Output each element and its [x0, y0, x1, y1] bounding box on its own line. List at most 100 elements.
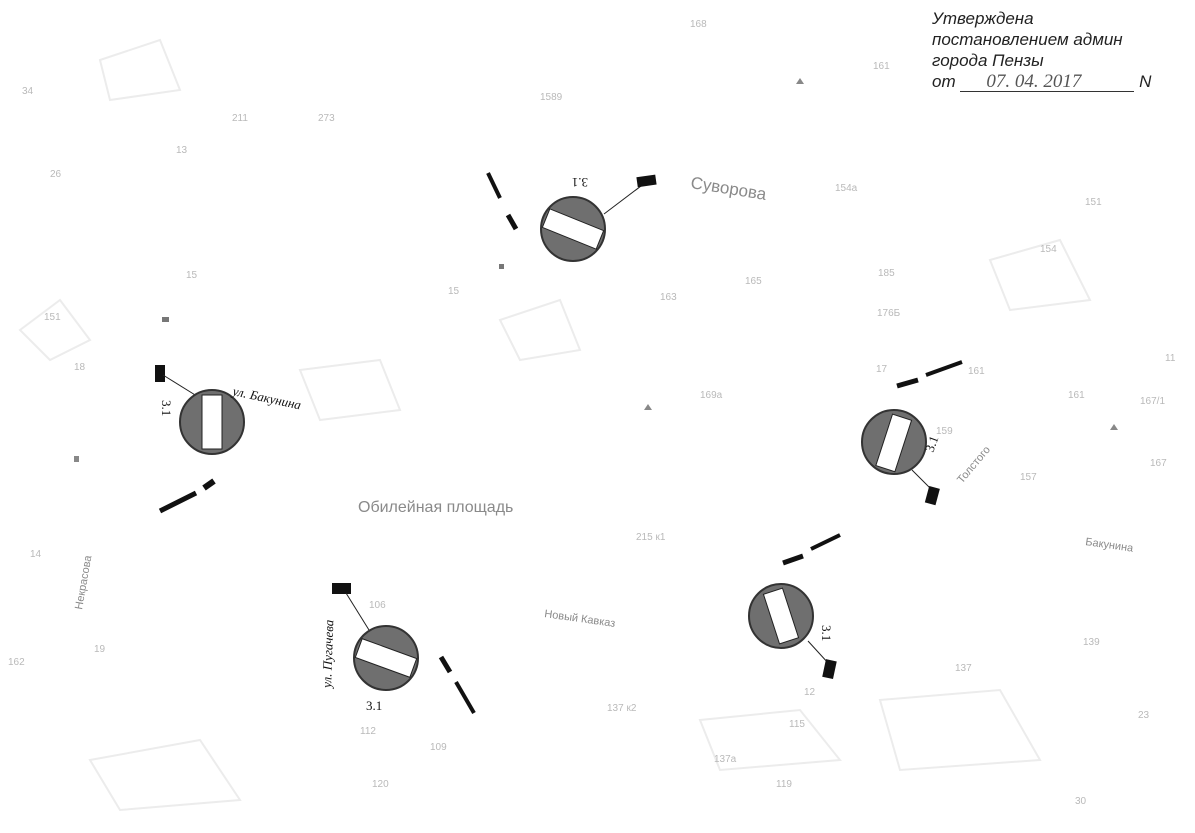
- house-number: 167/1: [1140, 396, 1165, 407]
- house-number: 1589: [540, 92, 563, 103]
- house-number: 161: [1068, 390, 1085, 401]
- church-icon: [796, 78, 804, 84]
- header-date: 07. 04. 2017: [960, 72, 1135, 92]
- traffic-direction-marker: [158, 490, 198, 514]
- header-decree: постановлением админ: [932, 30, 1123, 49]
- street-label-tolstogo: Толстого: [955, 444, 993, 486]
- house-number-labels: 168 161 34 1589 211 273 13 26 154а 151 1…: [8, 19, 1176, 807]
- church-icon: [1110, 424, 1118, 430]
- house-number: 211: [232, 113, 248, 124]
- street-label-novy-kavkaz: Новый Кавказ: [544, 608, 616, 630]
- house-number: 120: [372, 779, 389, 790]
- house-number: 23: [1138, 710, 1150, 721]
- house-number: 30: [1075, 796, 1087, 807]
- sign-pointer-line: [345, 592, 370, 631]
- street-label-bakunina: Бакунина: [1085, 536, 1135, 555]
- street-label-nekrasova: Некрасова: [73, 554, 94, 611]
- house-number: 151: [44, 312, 61, 323]
- house-number: 161: [873, 61, 890, 72]
- traffic-direction-marker: [782, 553, 804, 566]
- no-entry-sign-bar: [875, 413, 913, 473]
- house-number: 215 к1: [636, 532, 666, 543]
- header-number-prefix: N: [1139, 72, 1152, 91]
- traffic-direction-marker: [925, 360, 963, 377]
- sign-street-label-pugacheva: ул. Пугачева: [319, 619, 336, 690]
- house-number: 159: [936, 426, 953, 437]
- street-label-suvorova: Суворова: [689, 173, 768, 204]
- house-number: 162: [8, 657, 25, 668]
- house-number: 26: [50, 169, 62, 180]
- no-entry-sign-group-left: 3.1 ул. Бакунина: [155, 365, 303, 514]
- approval-header: Утверждена постановлением админ города П…: [932, 8, 1195, 92]
- header-date-line: от 07. 04. 2017 N: [932, 71, 1195, 92]
- background-buildings: [18, 38, 1092, 812]
- no-entry-sign-bar: [762, 587, 800, 645]
- house-number: 163: [660, 292, 677, 303]
- house-number: 169а: [700, 390, 723, 401]
- header-date-prefix: от: [932, 72, 956, 91]
- house-number: 137 к2: [607, 703, 637, 714]
- house-number: 112: [360, 726, 376, 737]
- house-number: 18: [74, 362, 86, 373]
- house-number: 154: [1040, 244, 1057, 255]
- house-number: 167: [1150, 458, 1167, 469]
- sign-code-label: 3.1: [159, 400, 174, 416]
- house-number: 34: [22, 86, 34, 97]
- sign-code-label: 3.1: [922, 434, 942, 454]
- church-icon: [644, 404, 652, 410]
- no-entry-sign-group-bottom-left: ул. Пугачева 3.1 106: [319, 583, 476, 715]
- header-city: города Пензы: [932, 51, 1044, 70]
- traffic-direction-marker: [454, 680, 476, 715]
- house-number: 176Б: [877, 308, 901, 319]
- house-number: 13: [176, 145, 188, 156]
- traffic-direction-marker: [810, 533, 841, 551]
- building-marker-icon: [74, 456, 79, 462]
- street-label-jubilee-square: Обилейная площадь: [358, 499, 513, 516]
- house-number: 115: [789, 719, 805, 730]
- sign-position-marker: [924, 485, 940, 506]
- house-number: 14: [30, 549, 42, 560]
- traffic-direction-marker: [486, 172, 502, 199]
- sign-pointer-line: [807, 640, 830, 665]
- sign-code-label: 3.1: [572, 175, 588, 190]
- no-entry-sign-bar: [354, 638, 418, 678]
- sign-position-marker: [332, 583, 351, 594]
- house-number: 161: [968, 366, 985, 377]
- house-number: 11: [1165, 353, 1176, 364]
- sign-position-marker: [636, 174, 657, 188]
- house-number: 15: [448, 286, 460, 297]
- no-entry-sign-group-right: 3.1 159: [861, 360, 963, 506]
- house-number: 137а: [714, 754, 737, 765]
- traffic-direction-marker: [505, 213, 519, 231]
- traffic-direction-marker: [896, 377, 919, 389]
- house-number: 106: [369, 600, 386, 611]
- sign-code-label: 3.1: [366, 698, 382, 713]
- house-number: 154а: [835, 183, 858, 194]
- house-number: 12: [804, 687, 816, 698]
- house-number: 165: [745, 276, 762, 287]
- house-number: 139: [1083, 637, 1100, 648]
- sign-pointer-line: [162, 374, 201, 399]
- no-entry-sign-bar: [201, 394, 223, 450]
- no-entry-sign-group-bottom-right: 3.1: [748, 533, 841, 680]
- house-number: 168: [690, 19, 707, 30]
- house-number: 157: [1020, 472, 1037, 483]
- sign-position-marker: [155, 365, 165, 382]
- header-approved: Утверждена: [932, 9, 1034, 28]
- no-entry-sign-group-top: 3.1: [486, 172, 657, 262]
- house-number: 151: [1085, 197, 1102, 208]
- house-number: 273: [318, 113, 335, 124]
- house-number: 137: [955, 663, 972, 674]
- house-number: 15: [186, 270, 198, 281]
- sign-position-marker: [822, 659, 837, 680]
- traffic-direction-marker: [202, 478, 216, 491]
- building-marker-icon: [162, 317, 169, 322]
- no-entry-sign-bar: [541, 208, 605, 250]
- house-number: 185: [878, 268, 895, 279]
- traffic-direction-marker: [438, 655, 453, 674]
- house-number: 109: [430, 742, 447, 753]
- sign-code-label: 3.1: [819, 625, 834, 641]
- building-marker-icon: [499, 264, 504, 269]
- house-number: 19: [94, 644, 106, 655]
